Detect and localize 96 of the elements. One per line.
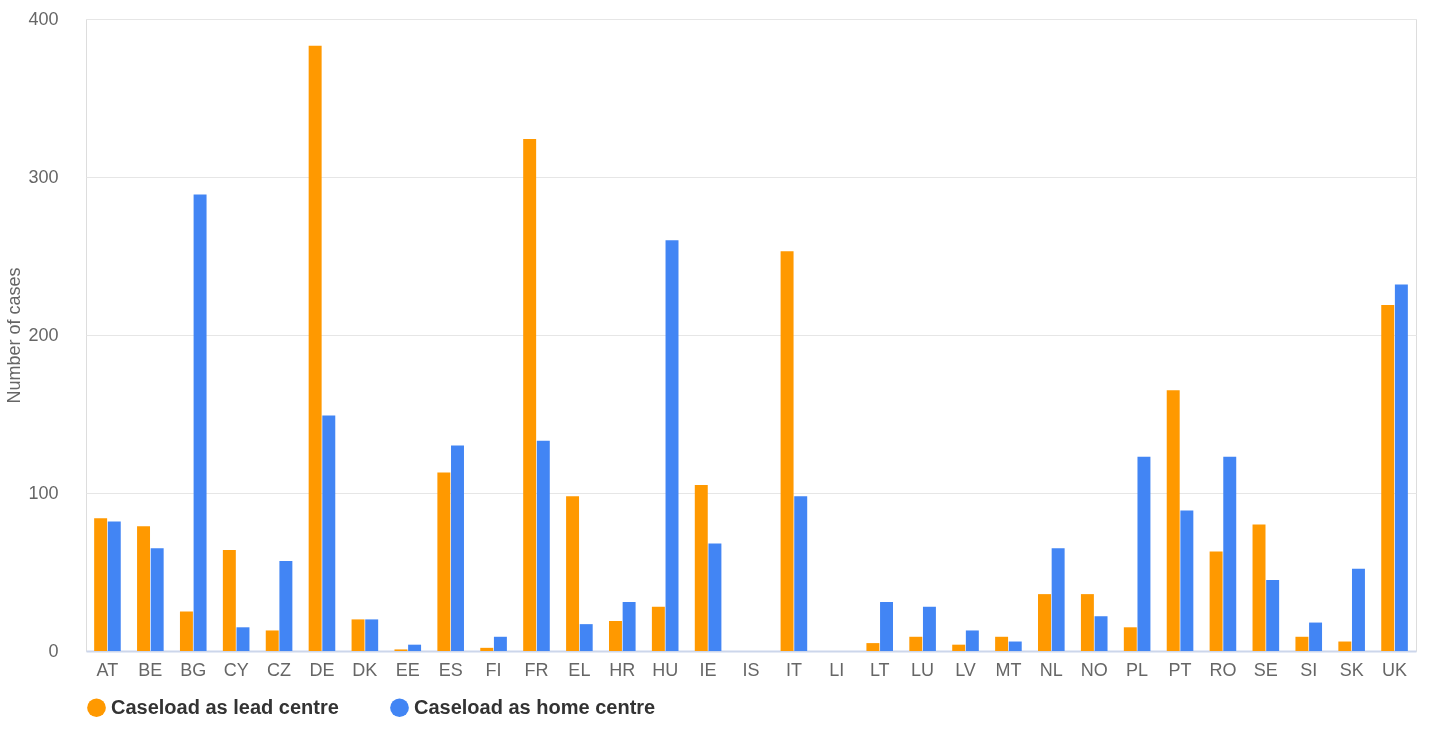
bar [265,630,279,651]
y-tick-label: 400 [28,8,59,29]
legend-label: Caseload as home centre [414,695,656,718]
bar [150,548,164,651]
x-tick-label: SK [1339,659,1364,680]
bar [608,620,622,651]
x-tick-label: CY [223,659,249,680]
bar [708,543,722,651]
y-tick-label: 300 [28,166,59,187]
x-tick-label: LU [911,659,935,680]
x-tick-label: IT [785,659,802,680]
x-tick-label: NL [1039,659,1063,680]
bar [236,627,250,651]
bar [1381,304,1395,651]
bar [880,602,894,651]
x-tick-label: PT [1168,659,1192,680]
x-tick-label: LI [829,659,845,680]
bar [536,440,550,651]
x-tick-label: EL [568,659,591,680]
bar [780,251,794,651]
x-tick-label: BG [180,659,207,680]
x-tick-label: IE [699,659,717,680]
bar [437,472,451,651]
x-tick-label: LV [955,659,976,680]
bar [1266,579,1280,651]
bar [1209,551,1223,651]
x-tick-label: HR [609,659,636,680]
bar [137,526,151,651]
bar [1137,456,1151,651]
bar [408,644,422,651]
x-tick-label: MT [995,659,1022,680]
bar [665,240,679,651]
x-tick-label: DE [309,659,335,680]
x-tick-label: PL [1126,659,1149,680]
bar [523,139,537,651]
bar [1351,568,1365,651]
bar [493,636,507,651]
bar [622,602,636,651]
bar [351,619,365,651]
bar [694,485,708,651]
x-tick-label: NO [1080,659,1108,680]
bar [107,521,121,651]
x-tick-label: FI [485,659,502,680]
x-tick-label: HU [652,659,679,680]
bar [279,560,293,651]
bar [451,445,464,651]
bar [179,611,193,651]
bar [995,636,1009,651]
bar [322,415,336,651]
bar [1309,622,1323,651]
x-tick-label: DK [352,659,378,680]
bar [308,45,322,651]
bar [909,636,923,651]
bar [1180,510,1194,651]
bar [794,496,808,651]
x-tick-label: ES [438,659,463,680]
bar [1038,594,1051,651]
bar [1051,548,1065,651]
y-tick-label: 0 [48,640,59,661]
y-tick-label: 200 [28,324,59,345]
bar [222,549,236,651]
bar [1123,627,1137,651]
bar [1252,524,1266,651]
bar [1338,641,1352,651]
bar [651,606,665,651]
x-tick-label: AT [96,659,119,680]
bar [965,630,979,651]
bar [1166,390,1180,651]
bar [1223,456,1237,651]
bar [480,647,494,651]
bar [566,496,580,651]
bar [952,644,966,651]
x-tick-label: RO [1209,659,1237,680]
x-tick-label: FR [524,659,549,680]
x-tick-label: EE [395,659,420,680]
y-axis-title: Number of cases [4,267,25,404]
bar [1394,284,1408,651]
x-tick-label: IS [742,659,760,680]
bar [1080,594,1094,651]
bar [1008,641,1022,651]
bar [922,606,936,651]
x-tick-label: SE [1253,659,1278,680]
bar [579,624,593,651]
x-tick-label: BE [138,659,163,680]
x-tick-label: UK [1382,659,1408,680]
bar [1094,616,1108,651]
y-tick-label: 100 [28,482,59,503]
x-tick-label: LT [869,659,890,680]
bar [1295,636,1309,651]
bar [94,518,108,651]
legend-label: Caseload as lead centre [111,695,339,718]
bar [365,619,379,651]
x-tick-label: SI [1300,659,1318,680]
bar [866,643,880,651]
bar [193,194,207,651]
x-tick-label: CZ [267,659,292,680]
